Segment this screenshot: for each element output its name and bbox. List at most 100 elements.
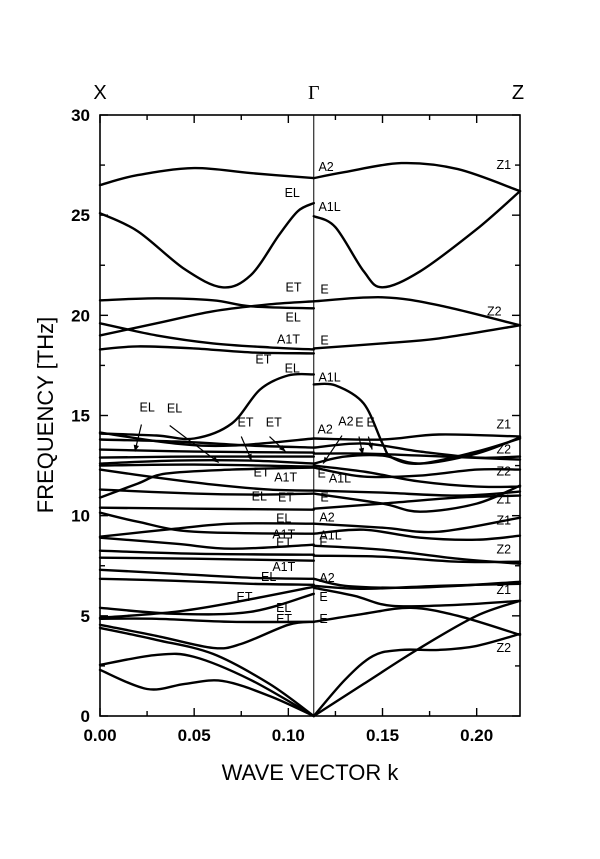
arrowhead-icon bbox=[133, 444, 140, 452]
band-XG-4.9up bbox=[98, 585, 315, 619]
band-label: A1T bbox=[277, 332, 300, 346]
y-axis-title: FREQUENCY [THz] bbox=[33, 317, 58, 513]
band-GZ-E-18.3 bbox=[312, 324, 522, 350]
band-label: Z1 bbox=[496, 158, 511, 172]
band-GZ-11.1 bbox=[312, 484, 522, 513]
ticks-layer bbox=[99, 114, 520, 717]
band-label: ET bbox=[255, 352, 271, 366]
band-label: ET bbox=[286, 280, 302, 294]
band-label: EL bbox=[167, 401, 182, 415]
band-label: A2 bbox=[319, 511, 334, 525]
band-label: A1T bbox=[272, 560, 295, 574]
band-label: EL bbox=[276, 601, 291, 615]
band-XG-5.4 bbox=[98, 592, 315, 616]
band-XG-4.6 bbox=[98, 620, 315, 650]
band-GZ-E-20.7 bbox=[312, 296, 522, 327]
label-arrow bbox=[169, 425, 220, 464]
band-label: E bbox=[320, 282, 328, 296]
band-label: Z1 bbox=[496, 493, 511, 507]
band-XG-8.3 bbox=[98, 549, 315, 556]
y-tick-label: 25 bbox=[71, 206, 90, 225]
band-XG-13.7 bbox=[98, 438, 315, 449]
y-tick-label: 10 bbox=[71, 507, 90, 526]
band-XG-7.9 bbox=[98, 556, 315, 562]
band-XG-19.5down bbox=[98, 322, 315, 351]
band-GZ-acoustic2 bbox=[312, 599, 522, 718]
x-tick-label: 0.05 bbox=[178, 726, 211, 745]
band-label: A1L bbox=[329, 472, 351, 486]
band-XG-2.3 bbox=[98, 668, 315, 718]
x-tick-label: 0.20 bbox=[460, 726, 493, 745]
band-label: E bbox=[319, 612, 327, 626]
arrowhead-icon bbox=[367, 442, 373, 450]
band-XG-4.4 bbox=[98, 626, 315, 718]
band-GZ-6.4 bbox=[312, 586, 522, 608]
band-label: E bbox=[318, 467, 326, 481]
band-XG-12.3dn bbox=[98, 468, 315, 492]
band-label: EL bbox=[252, 490, 267, 504]
arrowhead-icon bbox=[246, 453, 252, 461]
band-GZ-top bbox=[312, 161, 522, 193]
band-label: A1L bbox=[318, 200, 340, 214]
band-label: E bbox=[319, 590, 327, 604]
y-tick-label: 0 bbox=[81, 707, 90, 726]
symmetry-label-gamma: Γ bbox=[308, 82, 320, 104]
band-label: E bbox=[355, 416, 363, 430]
band-label: E bbox=[319, 536, 327, 550]
band-label: EL bbox=[140, 400, 155, 414]
band-XG-8.9 bbox=[98, 536, 315, 550]
band-label: E bbox=[320, 333, 328, 347]
band-XG-20.8 bbox=[98, 297, 315, 310]
band-XG-11.1up bbox=[98, 466, 315, 499]
arrowhead-icon bbox=[278, 445, 286, 452]
band-label: ET bbox=[278, 491, 294, 505]
band-GZ-13.1 bbox=[312, 452, 522, 461]
band-XG-EL-17 bbox=[98, 372, 315, 441]
band-GZ-6.6 bbox=[312, 582, 522, 590]
band-XG-2.6 bbox=[98, 652, 315, 718]
arrowhead-icon bbox=[358, 447, 365, 455]
x-tick-label: 0.10 bbox=[272, 726, 305, 745]
y-tick-label: 20 bbox=[71, 306, 90, 325]
x-tick-label: 0.00 bbox=[83, 726, 116, 745]
y-tick-label: 5 bbox=[81, 607, 90, 626]
band-GZ-10.4 bbox=[312, 494, 522, 510]
band-label: A1L bbox=[319, 529, 341, 543]
band-label: A1T bbox=[272, 528, 295, 542]
band-GZ-12.4up bbox=[312, 466, 522, 479]
band-label: Z2 bbox=[496, 465, 511, 479]
band-GZ-9.6 bbox=[312, 516, 522, 534]
band-label: ET bbox=[266, 416, 282, 430]
band-label: Z2 bbox=[496, 641, 511, 655]
band-XG-12.6 bbox=[98, 459, 315, 465]
band-label: Z1 bbox=[496, 514, 511, 528]
band-XG-14 bbox=[98, 431, 315, 448]
bands-layer bbox=[98, 161, 522, 718]
band-XG-12.5 bbox=[98, 463, 315, 468]
band-XG-6.9 bbox=[98, 577, 315, 586]
band-GZ-12.5dn bbox=[312, 464, 522, 489]
band-XG-9.0up bbox=[98, 522, 315, 538]
band-GZ-11.3 bbox=[312, 489, 522, 497]
band-XG-12.9 bbox=[98, 455, 315, 459]
band-label: EL bbox=[285, 186, 300, 200]
arrows-layer bbox=[133, 424, 373, 464]
band-XG-13.3 bbox=[98, 448, 315, 454]
band-label: E bbox=[320, 491, 328, 505]
band-label: EL bbox=[285, 361, 300, 375]
band-label: ET bbox=[253, 466, 269, 480]
x-axis-title: WAVE VECTOR k bbox=[222, 760, 400, 785]
band-GZ-4.7 bbox=[312, 606, 522, 637]
band-XG-4.8 bbox=[98, 617, 315, 624]
band-GZ-14 bbox=[312, 433, 522, 441]
band-XG-7.3 bbox=[98, 568, 315, 580]
band-XG-18.4 bbox=[98, 345, 315, 355]
arrowhead-icon bbox=[323, 456, 330, 464]
y-tick-label: 15 bbox=[71, 407, 90, 426]
band-label: Z2 bbox=[496, 443, 511, 457]
band-label: ET bbox=[237, 590, 253, 604]
band-GZ-acoustic1 bbox=[312, 632, 522, 718]
